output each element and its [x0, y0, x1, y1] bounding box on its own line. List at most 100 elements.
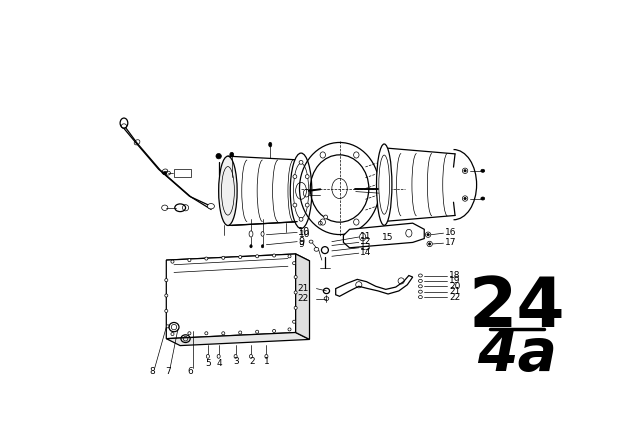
Ellipse shape — [427, 233, 429, 236]
Ellipse shape — [324, 215, 328, 219]
Ellipse shape — [249, 231, 253, 237]
Ellipse shape — [164, 294, 168, 297]
Polygon shape — [166, 332, 310, 345]
Ellipse shape — [188, 258, 191, 262]
Ellipse shape — [255, 330, 259, 333]
Polygon shape — [296, 254, 310, 340]
Ellipse shape — [219, 156, 237, 225]
Ellipse shape — [221, 256, 225, 259]
Ellipse shape — [292, 320, 296, 323]
Ellipse shape — [206, 354, 209, 358]
Ellipse shape — [354, 219, 359, 225]
Ellipse shape — [265, 354, 268, 358]
Polygon shape — [166, 254, 310, 267]
Ellipse shape — [163, 172, 166, 175]
Ellipse shape — [216, 154, 221, 159]
Ellipse shape — [234, 354, 237, 358]
Text: 15: 15 — [382, 233, 394, 241]
Text: 6: 6 — [188, 366, 193, 375]
Ellipse shape — [205, 257, 208, 260]
Ellipse shape — [261, 245, 264, 248]
Ellipse shape — [354, 152, 359, 158]
Ellipse shape — [120, 118, 128, 128]
Ellipse shape — [419, 274, 422, 277]
Ellipse shape — [205, 332, 208, 335]
Text: 8: 8 — [150, 366, 156, 375]
Ellipse shape — [171, 332, 174, 336]
Ellipse shape — [481, 197, 484, 200]
Ellipse shape — [221, 332, 225, 335]
Ellipse shape — [419, 280, 422, 282]
Text: 14: 14 — [360, 248, 372, 257]
Text: 21: 21 — [449, 287, 460, 296]
Text: 18: 18 — [449, 271, 460, 280]
Polygon shape — [336, 276, 413, 296]
Ellipse shape — [239, 255, 242, 258]
Ellipse shape — [481, 169, 484, 172]
Text: 2: 2 — [249, 357, 255, 366]
Ellipse shape — [288, 328, 291, 331]
Text: 24: 24 — [468, 274, 565, 341]
Ellipse shape — [207, 203, 214, 209]
Ellipse shape — [239, 331, 242, 334]
Bar — [174, 169, 191, 177]
Ellipse shape — [164, 310, 168, 313]
Text: 13: 13 — [360, 242, 372, 251]
Ellipse shape — [305, 175, 309, 178]
Text: 10: 10 — [298, 228, 310, 237]
Ellipse shape — [261, 232, 264, 236]
Text: 7: 7 — [165, 366, 171, 375]
Ellipse shape — [217, 354, 220, 358]
Text: 21: 21 — [298, 284, 308, 293]
Ellipse shape — [320, 152, 326, 158]
Ellipse shape — [293, 175, 297, 178]
Ellipse shape — [273, 329, 276, 332]
Ellipse shape — [429, 243, 431, 245]
Text: 22: 22 — [298, 294, 308, 303]
Ellipse shape — [273, 254, 276, 257]
Ellipse shape — [230, 152, 234, 157]
Text: 10: 10 — [299, 230, 310, 239]
Text: 3: 3 — [234, 357, 239, 366]
Ellipse shape — [291, 153, 312, 228]
Ellipse shape — [299, 217, 303, 221]
Text: 9: 9 — [299, 240, 305, 249]
Polygon shape — [344, 223, 424, 248]
Ellipse shape — [292, 262, 296, 265]
Ellipse shape — [293, 203, 297, 207]
Text: 22: 22 — [449, 293, 460, 302]
Ellipse shape — [464, 198, 466, 200]
Text: 4a: 4a — [477, 326, 557, 383]
Ellipse shape — [294, 291, 297, 294]
Ellipse shape — [171, 260, 174, 263]
Text: 5: 5 — [206, 359, 212, 368]
Text: 9: 9 — [298, 237, 304, 247]
Ellipse shape — [166, 325, 170, 328]
Ellipse shape — [419, 290, 422, 293]
Ellipse shape — [288, 255, 291, 258]
Ellipse shape — [188, 332, 191, 335]
Ellipse shape — [320, 219, 326, 225]
Text: 4: 4 — [216, 359, 222, 368]
Polygon shape — [166, 254, 296, 339]
Ellipse shape — [269, 142, 272, 147]
Ellipse shape — [294, 306, 297, 310]
Ellipse shape — [164, 279, 168, 282]
Text: 16: 16 — [445, 228, 456, 237]
Ellipse shape — [376, 144, 392, 225]
Ellipse shape — [250, 354, 253, 358]
Text: 11: 11 — [360, 232, 372, 241]
Ellipse shape — [294, 276, 297, 279]
Ellipse shape — [464, 170, 466, 172]
Text: 1: 1 — [264, 357, 270, 366]
Text: 20: 20 — [449, 282, 460, 291]
Ellipse shape — [250, 245, 252, 248]
Ellipse shape — [299, 160, 303, 164]
Ellipse shape — [419, 285, 422, 288]
Text: 12: 12 — [360, 237, 372, 246]
Ellipse shape — [305, 203, 309, 207]
Text: 17: 17 — [445, 238, 456, 247]
Text: 19: 19 — [449, 276, 460, 285]
Ellipse shape — [419, 296, 422, 299]
Ellipse shape — [255, 255, 259, 258]
